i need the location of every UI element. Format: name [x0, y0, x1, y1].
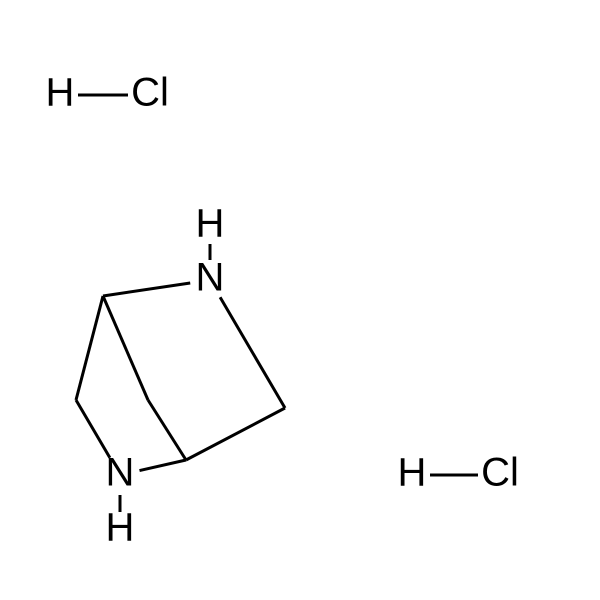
bond	[148, 400, 186, 460]
bond	[103, 296, 148, 400]
chemical-structure-diagram: HClHClNNHH	[0, 0, 600, 600]
bond	[186, 408, 285, 460]
atom-label: Cl	[131, 71, 169, 115]
bonds-group	[76, 95, 478, 512]
atom-label: H	[196, 202, 225, 246]
bond	[76, 296, 103, 400]
bond	[140, 460, 187, 471]
atoms-group: HClHClNNHH	[46, 71, 519, 550]
bond	[76, 400, 110, 458]
atom-label: N	[196, 256, 225, 300]
atom-label: H	[398, 451, 427, 495]
atom-label: H	[46, 71, 75, 115]
atom-label: Cl	[481, 451, 519, 495]
bond	[220, 297, 285, 408]
atom-label: H	[106, 506, 135, 550]
atom-label: N	[106, 451, 135, 495]
bond	[103, 283, 190, 296]
